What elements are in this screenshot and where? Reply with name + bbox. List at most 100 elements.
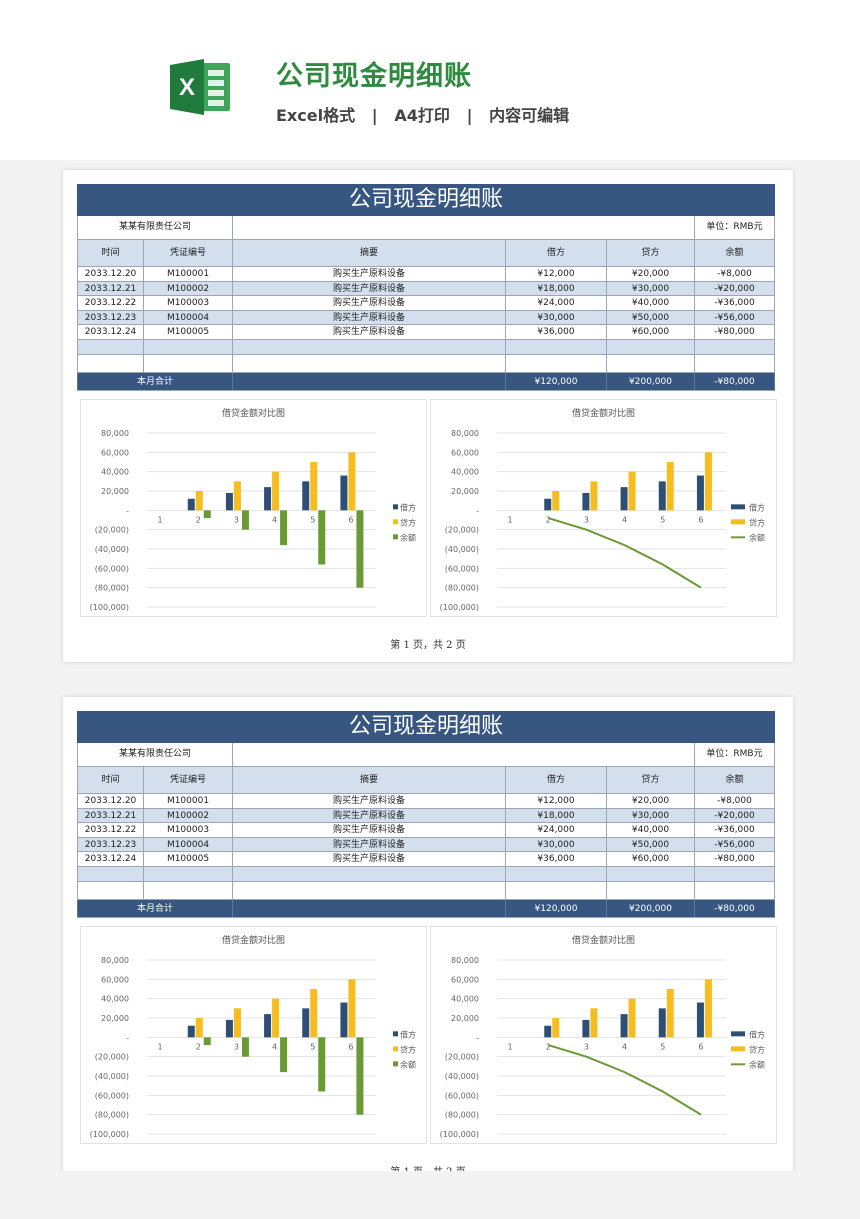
table-cell: ¥30,000 — [607, 281, 695, 296]
legend-label: 借方 — [400, 502, 416, 512]
table-cell: 购买生产原料设备 — [233, 325, 506, 339]
chart-title: 借贷金额对比图 — [222, 407, 285, 419]
y-tick-label: (40,000) — [445, 1072, 479, 1081]
y-tick-label: 80,000 — [451, 956, 479, 965]
table-cell: ¥24,000 — [506, 823, 607, 837]
balance-line — [547, 517, 702, 589]
balance-line — [547, 1044, 702, 1116]
table-cell: ¥50,000 — [607, 310, 695, 325]
table-row: 2033.12.20 M100001 购买生产原料设备 ¥12,000 ¥20,000-… — [77, 267, 775, 282]
table-cell — [506, 339, 607, 354]
x-tick-label: 3 — [584, 515, 589, 524]
header-row: 时间 凭证编号 摘要 借方 贷方 余额 — [77, 240, 775, 267]
company-row: 某某有限责任公司 单位：RMB元 — [77, 743, 775, 767]
table-cell — [77, 881, 144, 899]
empty-cell — [233, 743, 695, 766]
column-header: 借方 — [506, 240, 607, 266]
legend-swatch — [731, 1046, 745, 1052]
legend-label: 贷方 — [749, 517, 765, 527]
bar-credit — [666, 989, 674, 1038]
legend-label: 余额 — [400, 532, 416, 542]
x-tick-label: 1 — [158, 1042, 163, 1051]
y-tick-label: - — [126, 1033, 129, 1042]
table-cell: ¥12,000 — [506, 267, 607, 281]
column-header: 贷方 — [607, 240, 695, 266]
legend-swatch — [393, 1061, 398, 1067]
y-tick-label: (20,000) — [445, 526, 479, 535]
table-cell: -¥56,000 — [695, 837, 775, 852]
table-cell: 2033.12.23 — [77, 837, 144, 852]
table-cell: M100001 — [144, 267, 233, 281]
bar-credit — [552, 491, 560, 511]
empty-row — [77, 881, 775, 900]
table-cell: M100005 — [144, 325, 233, 339]
total-label: 本月合计 — [77, 899, 233, 917]
svg-text:X: X — [179, 74, 195, 101]
table-cell — [144, 866, 233, 881]
x-tick-label: 4 — [272, 515, 277, 524]
header-row: 时间 凭证编号 摘要 借方 贷方 余额 — [77, 767, 775, 794]
y-tick-label: (40,000) — [95, 1072, 129, 1081]
bar-debit — [187, 498, 195, 511]
table-cell: -¥8,000 — [695, 267, 775, 281]
table-row: 2033.12.22 M100003 购买生产原料设备 ¥24,000 ¥40,000-… — [77, 823, 775, 838]
table-row: 2033.12.24 M100005 购买生产原料设备 ¥36,000 ¥60,000-… — [77, 852, 775, 867]
table-cell — [77, 354, 144, 372]
legend-label: 借方 — [400, 1029, 416, 1039]
x-tick-label: 2 — [196, 515, 201, 524]
bar-credit — [310, 462, 318, 511]
total-balance: -¥80,000 — [695, 372, 775, 390]
y-tick-label: 80,000 — [451, 429, 479, 438]
table-cell: ¥60,000 — [607, 852, 695, 866]
total-debit: ¥120,000 — [506, 899, 607, 917]
legend-swatch — [731, 519, 745, 525]
y-tick-label: (60,000) — [95, 1091, 129, 1100]
bar-credit — [272, 998, 280, 1038]
y-tick-label: (20,000) — [95, 1053, 129, 1062]
bar-debit — [340, 475, 348, 511]
bar-credit — [590, 1008, 598, 1038]
legend-label: 贷方 — [400, 517, 416, 527]
bar-credit — [666, 462, 674, 511]
legend-label: 余额 — [749, 1059, 765, 1069]
table-cell: -¥20,000 — [695, 808, 775, 823]
empty-row — [77, 354, 775, 373]
y-tick-label: 60,000 — [451, 448, 479, 457]
table-cell — [506, 354, 607, 372]
bar-credit — [704, 979, 712, 1038]
table-cell — [233, 339, 506, 354]
table-cell: 2033.12.24 — [77, 852, 144, 866]
y-tick-label: - — [476, 506, 479, 515]
table-cell: 购买生产原料设备 — [233, 794, 506, 808]
x-tick-label: 1 — [158, 515, 163, 524]
sheet-page: 公司现金明细账 某某有限责任公司 单位：RMB元 时间 凭证编号 摘要 借方 贷方 余额 2033… — [63, 697, 793, 1189]
table-cell: ¥20,000 — [607, 267, 695, 281]
table-cell: ¥30,000 — [506, 837, 607, 852]
total-debit: ¥120,000 — [506, 372, 607, 390]
table-cell: ¥40,000 — [607, 823, 695, 837]
table-cell — [77, 866, 144, 881]
bar-debit — [696, 1002, 704, 1038]
table-cell — [695, 866, 775, 881]
table-cell: 2033.12.22 — [77, 296, 144, 310]
x-tick-label: 5 — [310, 1042, 315, 1051]
y-tick-label: (60,000) — [445, 1091, 479, 1100]
total-label: 本月合计 — [77, 372, 233, 390]
y-tick-label: (80,000) — [95, 1111, 129, 1120]
x-tick-label: 3 — [234, 1042, 239, 1051]
table-cell — [695, 881, 775, 899]
empty-cell — [233, 372, 506, 390]
legend-label: 贷方 — [400, 1044, 416, 1054]
table-cell — [607, 881, 695, 899]
empty-cell — [233, 216, 695, 239]
table-cell: 购买生产原料设备 — [233, 267, 506, 281]
bar-balance — [241, 510, 249, 530]
table-row: 2033.12.23 M100004 购买生产原料设备 ¥30,000 ¥50,000-… — [77, 837, 775, 853]
table-cell — [607, 354, 695, 372]
y-tick-label: 20,000 — [101, 1014, 129, 1023]
y-tick-label: (100,000) — [440, 1130, 479, 1139]
total-balance: -¥80,000 — [695, 899, 775, 917]
empty-cell — [233, 899, 506, 917]
bar-debit — [544, 498, 552, 511]
table-cell: 2033.12.20 — [77, 794, 144, 808]
